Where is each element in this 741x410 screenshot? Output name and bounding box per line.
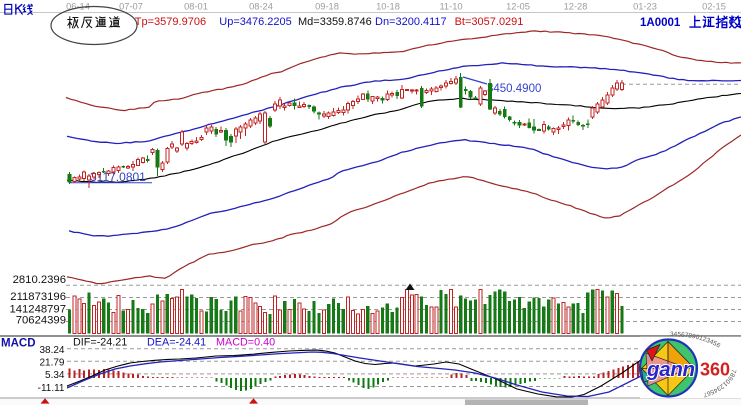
svg-text:3450.4900: 3450.4900	[487, 83, 541, 95]
svg-text:2810.2396: 2810.2396	[13, 274, 66, 286]
svg-text:10-18: 10-18	[376, 2, 400, 12]
svg-text:Bt=3057.0291: Bt=3057.0291	[455, 16, 524, 28]
svg-text:3117.0801: 3117.0801	[90, 170, 146, 184]
svg-text:MACD: MACD	[1, 338, 36, 350]
svg-text:DEA=-24.41: DEA=-24.41	[147, 337, 206, 349]
svg-text:12-05: 12-05	[506, 2, 530, 12]
svg-text:-11.11: -11.11	[38, 383, 65, 394]
svg-text:MACD=0.40: MACD=0.40	[216, 337, 275, 349]
svg-text:Tp=3579.9706: Tp=3579.9706	[135, 16, 206, 28]
svg-text:70624399: 70624399	[16, 315, 66, 327]
svg-text:DIF=-24.21: DIF=-24.21	[73, 337, 127, 349]
svg-text:09-18: 09-18	[315, 2, 339, 12]
svg-text:11-10: 11-10	[439, 2, 462, 12]
svg-text:211873196: 211873196	[10, 291, 66, 303]
svg-text:02-15: 02-15	[702, 2, 726, 12]
svg-text:gann: gann	[646, 358, 695, 381]
svg-text:38.24: 38.24	[39, 345, 64, 356]
svg-text:06-14: 06-14	[66, 2, 90, 12]
svg-text:5.34: 5.34	[45, 370, 65, 381]
svg-text:Up=3476.2205: Up=3476.2205	[219, 16, 291, 28]
svg-text:12-28: 12-28	[564, 2, 588, 12]
svg-text:360: 360	[700, 360, 730, 380]
svg-text:08-24: 08-24	[249, 2, 273, 12]
svg-text:Dn=3200.4117: Dn=3200.4117	[375, 16, 447, 28]
svg-text:08-01: 08-01	[184, 2, 208, 12]
svg-text:01-23: 01-23	[633, 2, 657, 12]
svg-text:21.79: 21.79	[39, 358, 64, 369]
svg-text:Md=3359.8746: Md=3359.8746	[298, 16, 372, 28]
svg-text:141248797: 141248797	[9, 303, 66, 315]
svg-text:1A0001: 1A0001	[640, 17, 681, 29]
svg-text:07-07: 07-07	[119, 2, 143, 12]
